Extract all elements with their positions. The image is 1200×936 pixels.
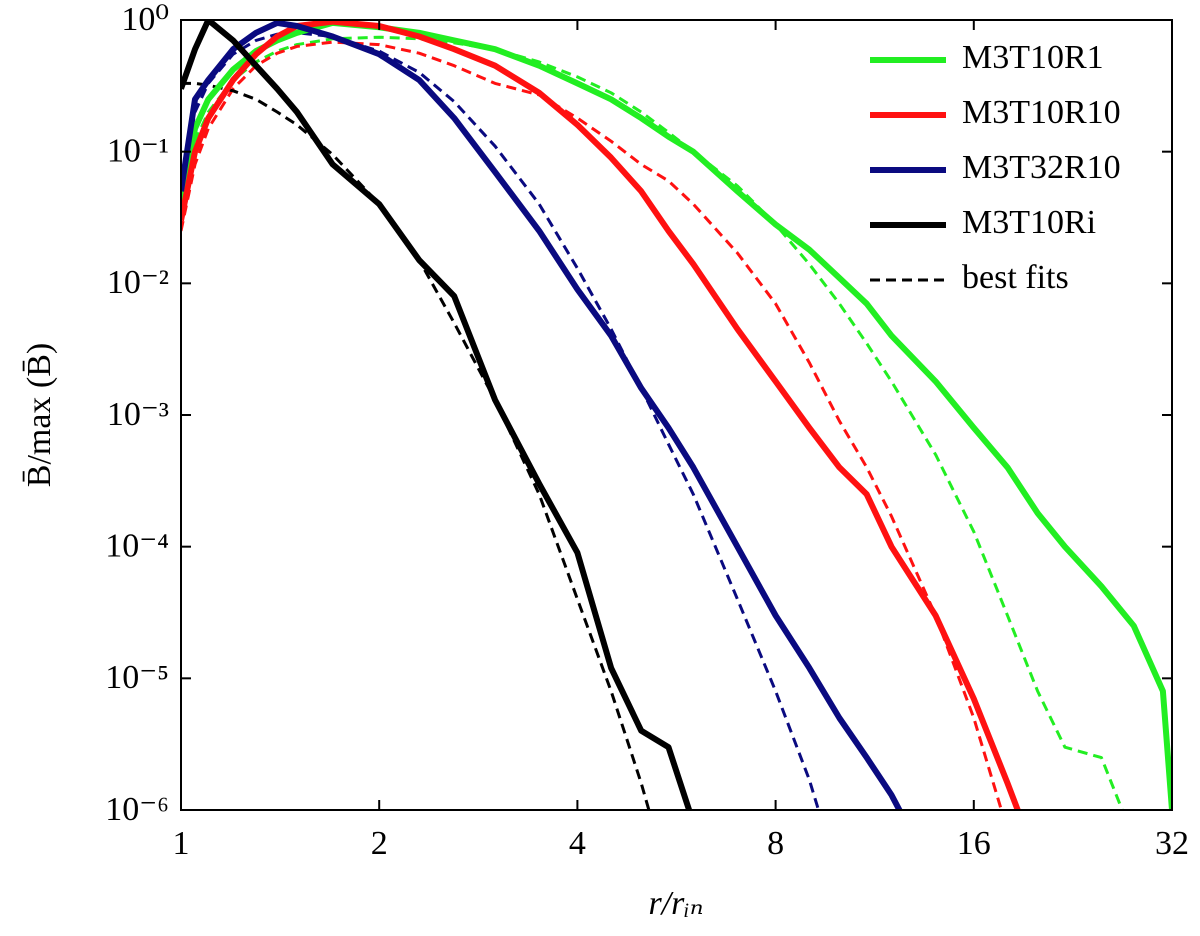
line bbox=[181, 35, 1124, 810]
line bbox=[181, 31, 821, 810]
x-tick-label: 8 bbox=[767, 825, 784, 862]
legend-label: M3T10Ri bbox=[962, 204, 1096, 241]
legend-label: M3T10R10 bbox=[962, 94, 1121, 131]
x-tick-label: 16 bbox=[957, 825, 991, 862]
line bbox=[181, 20, 693, 810]
y-tick-label: 10⁻⁵ bbox=[105, 659, 169, 696]
y-tick-label: 10⁻⁶ bbox=[105, 791, 169, 828]
x-axis-label: r/rᵢₙ bbox=[648, 885, 703, 922]
plot-lines bbox=[181, 20, 1172, 810]
y-axis-label: B̄/max (B̄) bbox=[21, 343, 58, 487]
line bbox=[181, 20, 903, 810]
legend-label: M3T32R10 bbox=[962, 149, 1121, 186]
line bbox=[181, 20, 1172, 810]
legend-label: best fits bbox=[962, 259, 1069, 296]
y-tick-label: 10⁻¹ bbox=[107, 132, 169, 169]
x-tick-label: 4 bbox=[569, 825, 586, 862]
line bbox=[181, 40, 1003, 810]
legend-label: M3T10R1 bbox=[962, 39, 1104, 76]
x-tick-label: 2 bbox=[371, 825, 388, 862]
y-tick-label: 10⁰ bbox=[121, 1, 169, 38]
y-tick-label: 10⁻³ bbox=[107, 396, 169, 433]
y-tick-label: 10⁻² bbox=[107, 264, 169, 301]
line bbox=[181, 20, 1021, 810]
x-tick-label: 32 bbox=[1155, 825, 1189, 862]
line bbox=[181, 81, 651, 810]
x-tick-label: 1 bbox=[173, 825, 190, 862]
y-tick-label: 10⁻⁴ bbox=[105, 527, 169, 564]
